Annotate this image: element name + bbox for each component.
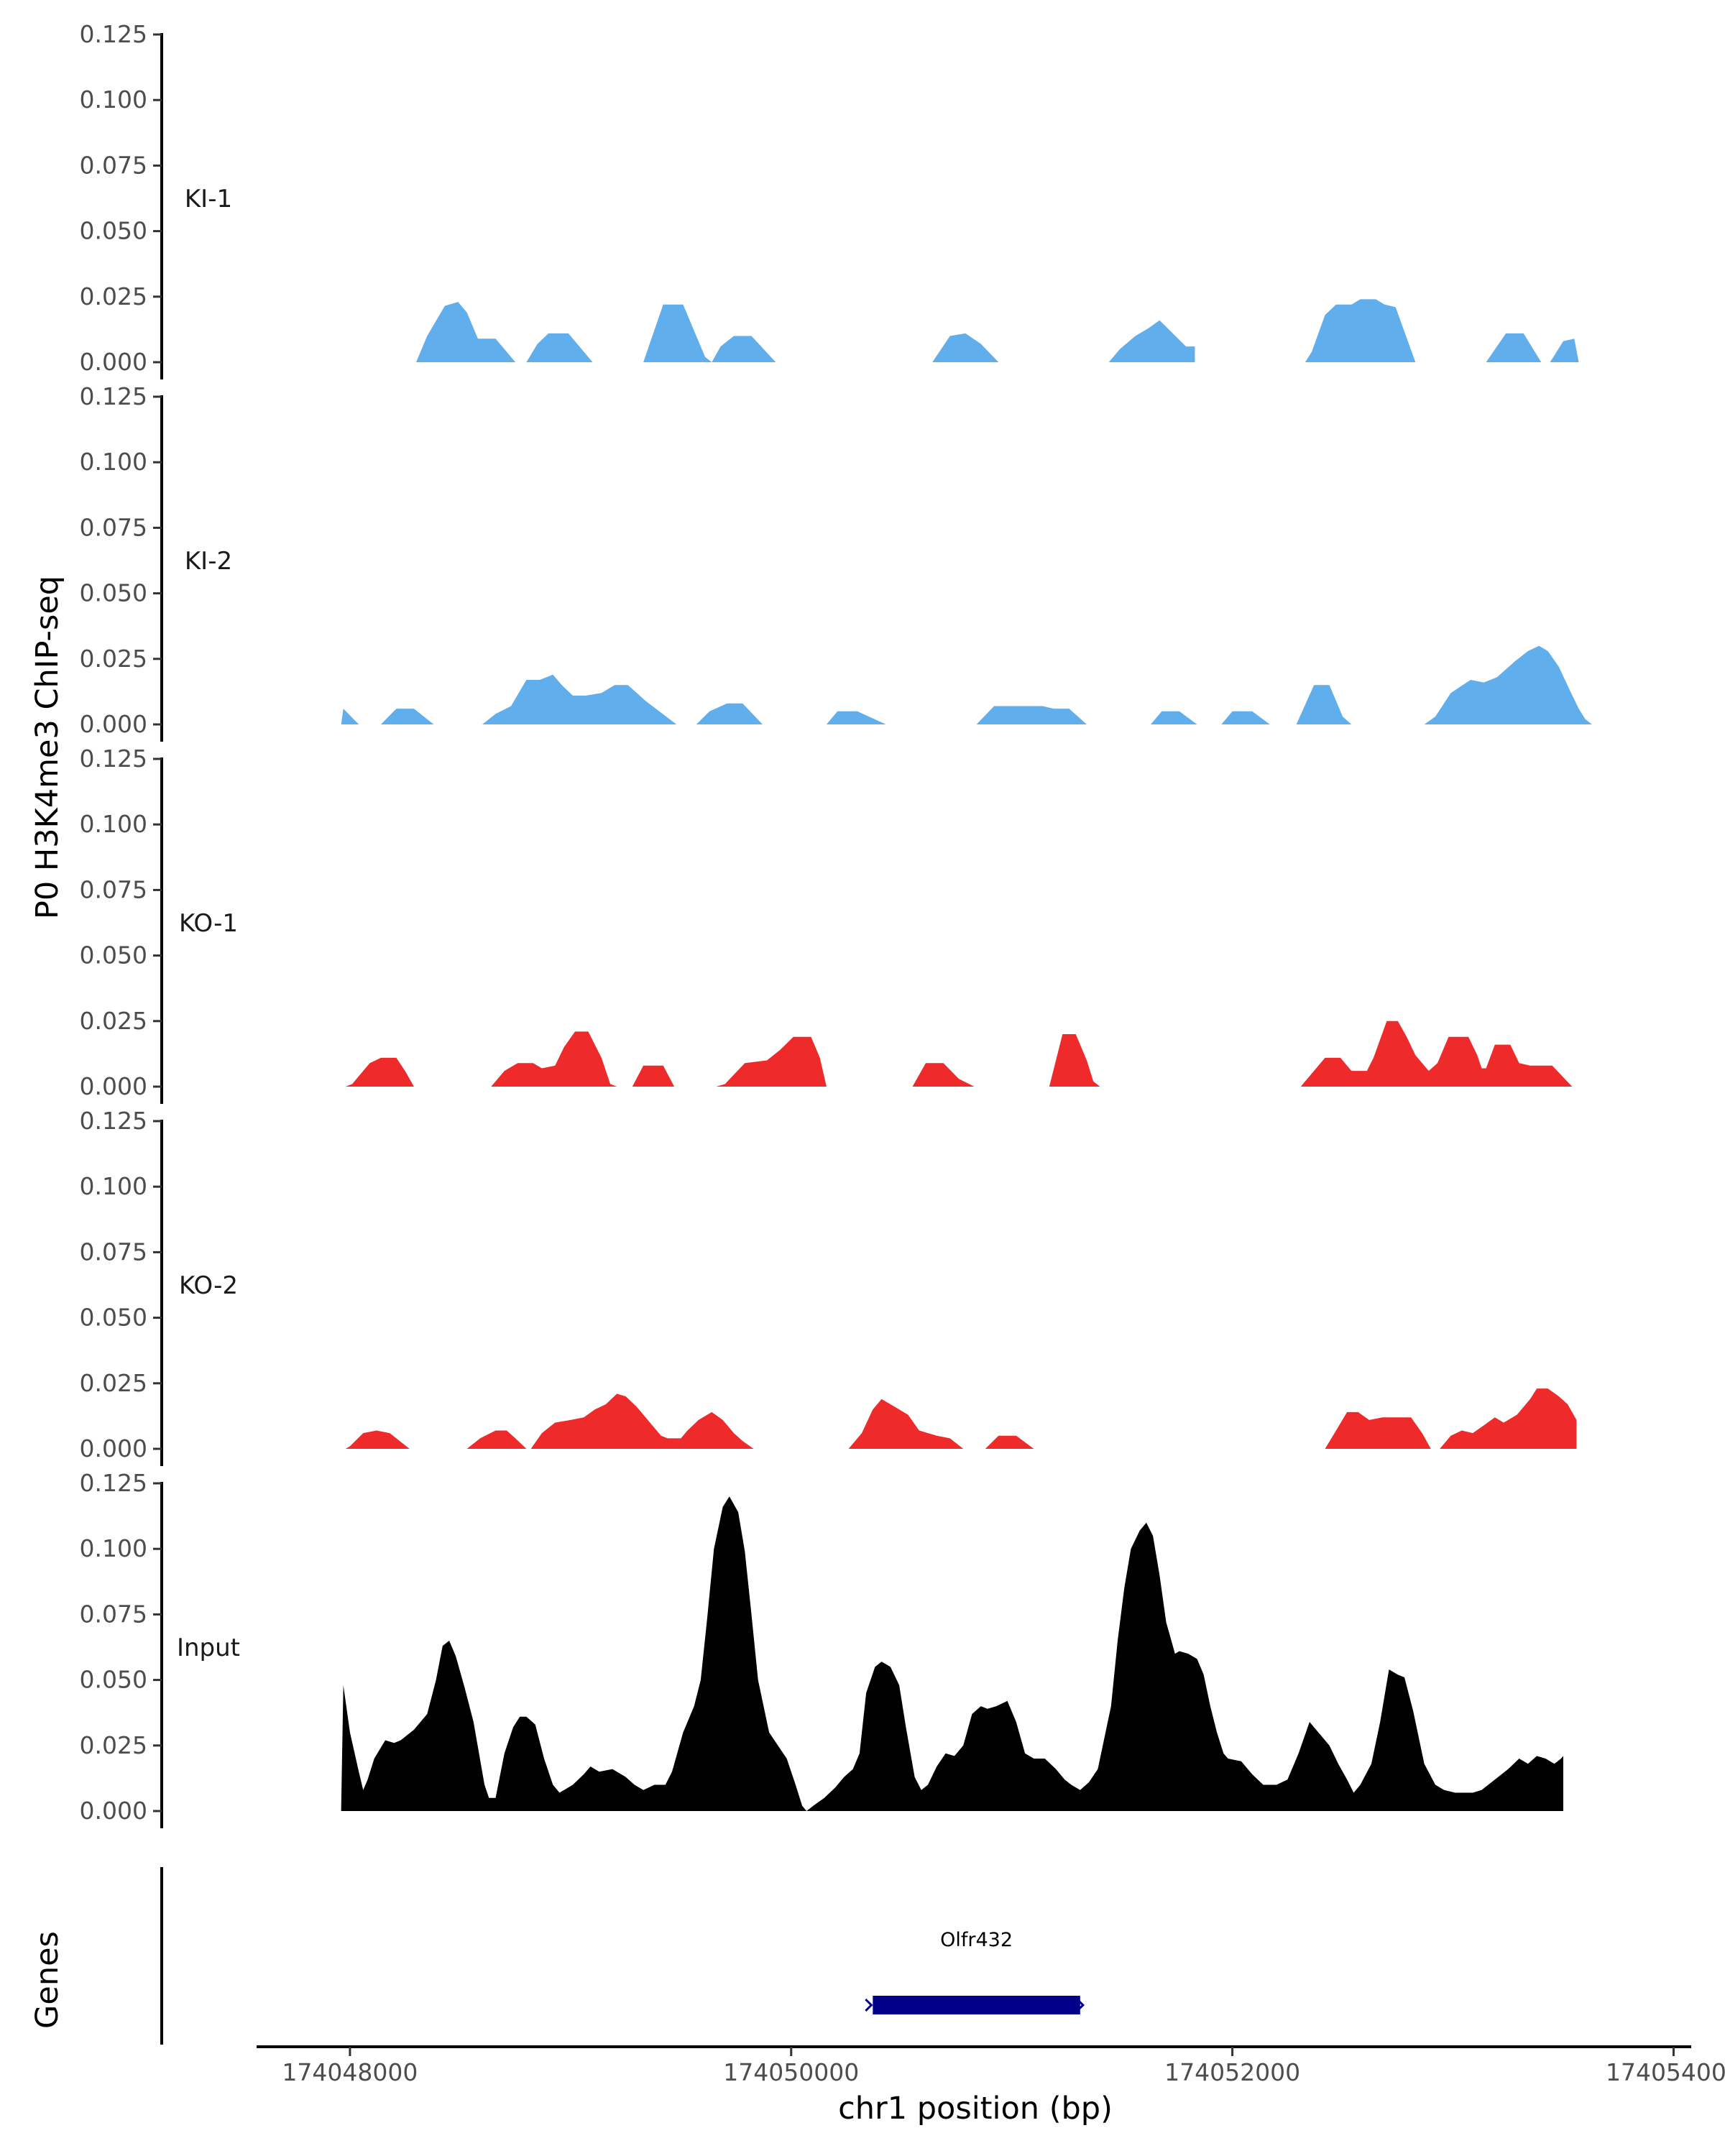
y-tick-label: 0.125 xyxy=(80,1469,147,1497)
x-axis-title: chr1 position (bp) xyxy=(838,2091,1113,2127)
gene-annotation-panel: Olfr432 xyxy=(160,1867,1085,2045)
track-input: 0.000 0.025 0.050 0.075 0.100 0.125 Input xyxy=(80,1469,1564,1828)
coverage-area-input xyxy=(341,1496,1564,1811)
coverage-area-ki-1 xyxy=(416,299,1579,362)
y-tick-label: 0.000 xyxy=(80,1797,147,1825)
strand-arrow-start xyxy=(865,1998,873,2012)
y-tick-label: 0.100 xyxy=(80,448,147,476)
y-tick-label: 0.050 xyxy=(80,579,147,607)
y-tick-label: 0.125 xyxy=(80,745,147,773)
x-tick-label: 174050000 xyxy=(723,2058,859,2086)
track-ko-1: 0.000 0.025 0.050 0.075 0.100 0.125 KO-1 xyxy=(80,745,1573,1104)
track-label-ki-2: KI-2 xyxy=(185,547,232,576)
y-tick-label: 0.100 xyxy=(80,810,147,838)
track-ko-2: 0.000 0.025 0.050 0.075 0.100 0.125 KO-2 xyxy=(80,1107,1577,1466)
y-tick-label: 0.100 xyxy=(80,86,147,114)
x-tick-label: 174054000 xyxy=(1606,2058,1725,2086)
y-tick-label: 0.075 xyxy=(80,151,147,179)
y-tick-label: 0.125 xyxy=(80,1107,147,1135)
y-tick-label: 0.075 xyxy=(80,1238,147,1266)
y-tick-label: 0.125 xyxy=(80,382,147,410)
strand-arrow-end xyxy=(1076,1998,1085,2012)
y-tick-label: 0.075 xyxy=(80,1600,147,1628)
y-tick-label: 0.025 xyxy=(80,1731,147,1759)
gene-olfr432: Olfr432 xyxy=(865,1929,1085,2014)
y-tick-label: 0.050 xyxy=(80,1666,147,1694)
track-label-ki-1: KI-1 xyxy=(185,185,232,213)
coverage-area-ko-2 xyxy=(345,1388,1577,1449)
y-tick-label: 0.025 xyxy=(80,645,147,673)
y-tick-label: 0.100 xyxy=(80,1172,147,1200)
y-tick-label: 0.050 xyxy=(80,1304,147,1332)
y-tick-label: 0.100 xyxy=(80,1534,147,1562)
y-axis-title: P0 H3K4me3 ChIP-seq xyxy=(29,576,65,919)
coverage-tracks: 0.0000.0250.0500.0750.1000.125KI-10.0000… xyxy=(80,20,1592,1828)
x-tick-label: 174048000 xyxy=(282,2058,418,2086)
coverage-area-ko-1 xyxy=(345,1021,1573,1087)
x-axis: 174048000 174050000 174052000 174054000 xyxy=(257,2045,1725,2086)
y-tick-label: 0.025 xyxy=(80,1007,147,1035)
y-tick-label: 0.000 xyxy=(80,1072,147,1100)
gene-label: Olfr432 xyxy=(940,1929,1013,1951)
y-tick-label: 0.000 xyxy=(80,710,147,738)
y-tick-label: 0.050 xyxy=(80,941,147,969)
y-tick-label: 0.125 xyxy=(80,20,147,48)
track-ki-2: 0.000 0.025 0.050 0.075 0.100 0.125 KI-2 xyxy=(80,382,1592,742)
track-label-ko-2: KO-2 xyxy=(179,1271,238,1300)
y-tick-label: 0.075 xyxy=(80,513,147,541)
track-label-ko-1: KO-1 xyxy=(179,909,238,938)
y-tick-label: 0.025 xyxy=(80,282,147,310)
genes-axis-title: Genes xyxy=(29,1931,65,2029)
track-label-input: Input xyxy=(177,1634,240,1662)
gene-body xyxy=(873,1996,1080,2014)
y-tick-label: 0.050 xyxy=(80,217,147,245)
y-tick-label: 0.075 xyxy=(80,875,147,903)
y-tick-label: 0.000 xyxy=(80,1434,147,1462)
y-tick-label: 0.025 xyxy=(80,1369,147,1397)
x-tick-label: 174052000 xyxy=(1164,2058,1300,2086)
y-tick-label: 0.000 xyxy=(80,348,147,376)
coverage-area-ki-2 xyxy=(341,645,1592,724)
track-ki-1: 0.000 0.025 0.050 0.075 0.100 0.125 KI-1 xyxy=(80,20,1579,379)
